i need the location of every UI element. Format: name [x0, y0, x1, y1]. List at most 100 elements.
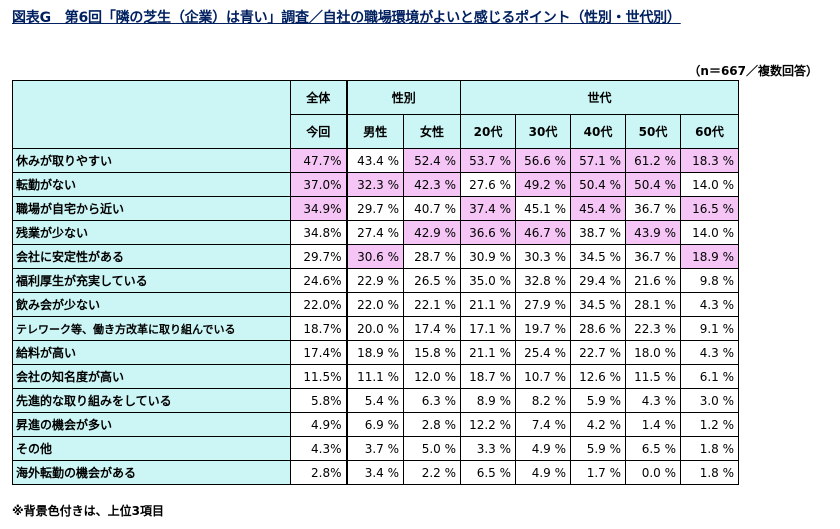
cell-female: 52.4 %: [403, 148, 461, 173]
row-label: 海外転勤の機会がある: [12, 460, 291, 485]
table-row: 先進的な取り組みをしている 5.8% 5.4 % 6.3 % 8.9 % 8.2 % 5.9…: [12, 388, 739, 413]
cell-40s: 29.4 %: [570, 268, 626, 293]
cell-total: 5.8%: [290, 388, 348, 413]
cell-40s: 5.9 %: [570, 436, 626, 461]
cell-60s: 1.8 %: [680, 460, 739, 485]
cell-female: 2.8 %: [403, 412, 461, 437]
cell-total: 17.4%: [290, 340, 348, 365]
cell-50s: 0.0 %: [625, 460, 681, 485]
cell-30s: 32.8 %: [515, 268, 571, 293]
cell-total: 24.6%: [290, 268, 348, 293]
row-label: テレワーク等、働き方改革に取り組んでいる: [12, 316, 291, 341]
cell-40s: 45.4 %: [570, 196, 626, 221]
row-label: 職場が自宅から近い: [12, 196, 291, 221]
table-row: その他 4.3% 3.7 % 5.0 % 3.3 % 4.9 % 5.9 % 6.5 % 1.8…: [12, 436, 739, 461]
cell-40s: 4.2 %: [570, 412, 626, 437]
cell-female: 22.1 %: [403, 292, 461, 317]
cell-60s: 16.5 %: [680, 196, 739, 221]
cell-male: 5.4 %: [346, 388, 404, 413]
cell-20s: 37.4 %: [460, 196, 516, 221]
cell-40s: 22.7 %: [570, 340, 626, 365]
header-col-female: 女性: [403, 114, 461, 149]
table-row: テレワーク等、働き方改革に取り組んでいる 18.7% 20.0 % 17.4 % 17.…: [12, 316, 739, 341]
row-label: 飲み会が少ない: [12, 292, 291, 317]
cell-30s: 8.2 %: [515, 388, 571, 413]
table-row: 休みが取りやすい 47.7% 43.4 % 52.4 % 53.7 % 56.6 % 57.…: [12, 148, 739, 173]
cell-total: 47.7%: [290, 148, 348, 173]
header-group-total: 全体: [290, 80, 348, 115]
cell-20s: 35.0 %: [460, 268, 516, 293]
cell-female: 26.5 %: [403, 268, 461, 293]
survey-table: 全体 性別 世代 今回 男性 女性 20代 30代 40代 50代 60代 休み…: [12, 80, 739, 485]
cell-total: 22.0%: [290, 292, 348, 317]
row-label: 福利厚生が充実している: [12, 268, 291, 293]
row-label: 会社に安定性がある: [12, 244, 291, 269]
cell-male: 3.7 %: [346, 436, 404, 461]
cell-20s: 6.5 %: [460, 460, 516, 485]
cell-60s: 18.9 %: [680, 244, 739, 269]
cell-20s: 3.3 %: [460, 436, 516, 461]
cell-50s: 6.5 %: [625, 436, 681, 461]
sample-size-note: （n＝667／複数回答）: [688, 64, 818, 78]
table-body: 休みが取りやすい 47.7% 43.4 % 52.4 % 53.7 % 56.6 % 57.…: [12, 148, 739, 485]
cell-30s: 27.9 %: [515, 292, 571, 317]
cell-60s: 4.3 %: [680, 292, 739, 317]
cell-male: 30.6 %: [346, 244, 404, 269]
table-row: 海外転勤の機会がある 2.8% 3.4 % 2.2 % 6.5 % 4.9 % 1.7 % 0…: [12, 460, 739, 485]
cell-50s: 22.3 %: [625, 316, 681, 341]
cell-total: 29.7%: [290, 244, 348, 269]
header-col-50s: 50代: [625, 114, 681, 149]
cell-20s: 36.6 %: [460, 220, 516, 245]
cell-50s: 28.1 %: [625, 292, 681, 317]
cell-30s: 45.1 %: [515, 196, 571, 221]
cell-male: 43.4 %: [346, 148, 404, 173]
cell-40s: 57.1 %: [570, 148, 626, 173]
cell-60s: 6.1 %: [680, 364, 739, 389]
cell-male: 27.4 %: [346, 220, 404, 245]
table-row: 職場が自宅から近い 34.9% 29.7 % 40.7 % 37.4 % 45.1 % 45…: [12, 196, 739, 221]
header-col-20s: 20代: [460, 114, 516, 149]
header-row-groups: 全体 性別 世代: [12, 80, 739, 149]
cell-total: 11.5%: [290, 364, 348, 389]
header-row-columns: 今回 男性 女性 20代 30代 40代 50代 60代: [13, 114, 739, 149]
cell-total: 4.3%: [290, 436, 348, 461]
cell-20s: 21.1 %: [460, 340, 516, 365]
row-label: 昇進の機会が多い: [12, 412, 291, 437]
cell-total: 34.9%: [290, 196, 348, 221]
cell-female: 42.3 %: [403, 172, 461, 197]
cell-60s: 14.0 %: [680, 220, 739, 245]
cell-female: 2.2 %: [403, 460, 461, 485]
cell-40s: 1.7 %: [570, 460, 626, 485]
cell-male: 18.9 %: [346, 340, 404, 365]
cell-20s: 8.9 %: [460, 388, 516, 413]
cell-30s: 4.9 %: [515, 460, 571, 485]
cell-20s: 30.9 %: [460, 244, 516, 269]
cell-total: 18.7%: [290, 316, 348, 341]
cell-male: 11.1 %: [346, 364, 404, 389]
table-row: 会社に安定性がある 29.7% 30.6 % 28.7 % 30.9 % 30.3 % 34…: [12, 244, 739, 269]
cell-60s: 9.8 %: [680, 268, 739, 293]
highlight-footnote: ※背景色付きは、上位3項目: [12, 504, 165, 518]
table-row: 残業が少ない 34.8% 27.4 % 42.9 % 36.6 % 46.7 % 38.7 …: [12, 220, 739, 245]
cell-60s: 4.3 %: [680, 340, 739, 365]
table-row: 昇進の機会が多い 4.9% 6.9 % 2.8 % 12.2 % 7.4 % 4.2 % 1.…: [12, 412, 739, 437]
cell-40s: 38.7 %: [570, 220, 626, 245]
cell-total: 2.8%: [290, 460, 348, 485]
table-row: 給料が高い 17.4% 18.9 % 15.8 % 21.1 % 25.4 % 22.7 %…: [12, 340, 739, 365]
cell-30s: 19.7 %: [515, 316, 571, 341]
cell-male: 22.9 %: [346, 268, 404, 293]
cell-60s: 1.8 %: [680, 436, 739, 461]
header-corner: [12, 80, 291, 149]
cell-female: 5.0 %: [403, 436, 461, 461]
row-label: 会社の知名度が高い: [12, 364, 291, 389]
cell-30s: 10.7 %: [515, 364, 571, 389]
cell-20s: 12.2 %: [460, 412, 516, 437]
cell-50s: 21.6 %: [625, 268, 681, 293]
cell-male: 3.4 %: [346, 460, 404, 485]
cell-50s: 36.7 %: [625, 196, 681, 221]
row-label: 残業が少ない: [12, 220, 291, 245]
cell-female: 42.9 %: [403, 220, 461, 245]
cell-40s: 5.9 %: [570, 388, 626, 413]
cell-female: 12.0 %: [403, 364, 461, 389]
header-col-total: 今回: [290, 114, 348, 149]
